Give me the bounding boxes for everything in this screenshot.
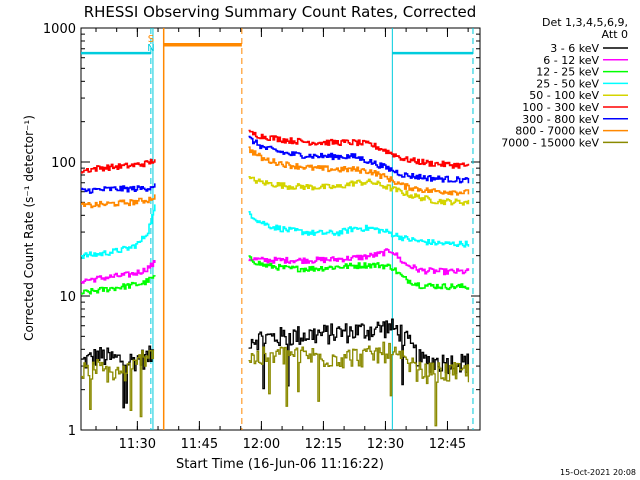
- y-tick-label: 1000: [43, 22, 76, 37]
- legend-label: 800 - 7000 keV: [515, 125, 599, 138]
- series-line-300-800-kev: [248, 135, 470, 184]
- legend-label: 7000 - 15000 keV: [501, 136, 599, 149]
- series-line-12-25-kev: [248, 255, 470, 291]
- x-tick-label: 12:15: [305, 437, 342, 452]
- series-line-100-300-kev: [248, 129, 470, 169]
- series-line-300-800-kev: [81, 183, 156, 194]
- y-tick-label: 1: [68, 424, 76, 439]
- series-line-25-50-kev: [81, 204, 156, 259]
- y-tick-label: 100: [51, 156, 76, 171]
- series-line-12-25-kev: [81, 275, 156, 295]
- y-tick-label: 10: [59, 290, 76, 305]
- y-axis-label: Corrected Count Rate (s⁻¹ detector⁻¹): [22, 115, 36, 341]
- series-line-6-12-kev: [81, 260, 156, 284]
- legend-label: 25 - 50 keV: [536, 77, 599, 90]
- series-line-6-12-kev: [248, 248, 470, 276]
- legend-label: 100 - 300 keV: [522, 101, 599, 114]
- series-line-800-7000-kev: [81, 194, 156, 209]
- legend-label: 300 - 800 keV: [522, 113, 599, 126]
- x-tick-label: 12:45: [429, 437, 466, 452]
- x-tick-label: 11:30: [119, 437, 156, 452]
- chart-title: RHESSI Observing Summary Count Rates, Co…: [84, 3, 477, 21]
- legend-label: 6 - 12 keV: [543, 54, 599, 67]
- saa-flag-label: S: [148, 34, 154, 45]
- legend-header-line-1: Det 1,3,4,5,6,9,: [542, 16, 628, 29]
- legend-label: 3 - 6 keV: [550, 42, 599, 55]
- series-line-800-7000-kev: [248, 146, 470, 196]
- legend-label: 12 - 25 keV: [536, 66, 599, 79]
- series-line-100-300-kev: [81, 158, 156, 174]
- series-line-3-6-kev: [248, 318, 470, 390]
- plot-frame: [80, 27, 481, 431]
- legend-header-line-2: Att 0: [602, 28, 628, 41]
- series-line-7000-15000-kev: [248, 341, 470, 427]
- series-line-25-50-kev: [248, 211, 470, 248]
- x-axis-label: Start Time (16-Jun-06 11:16:22): [176, 457, 384, 472]
- series-line-50-100-kev: [248, 176, 470, 206]
- series-line-7000-15000-kev: [81, 349, 155, 418]
- x-tick-label: 12:00: [243, 437, 280, 452]
- x-tick-label: 11:45: [181, 437, 218, 452]
- x-tick-label: 12:30: [367, 437, 404, 452]
- night-flag-label: N: [147, 43, 154, 54]
- render-timestamp: 15-Oct-2021 20:08: [560, 468, 636, 477]
- legend-label: 50 - 100 keV: [529, 89, 599, 102]
